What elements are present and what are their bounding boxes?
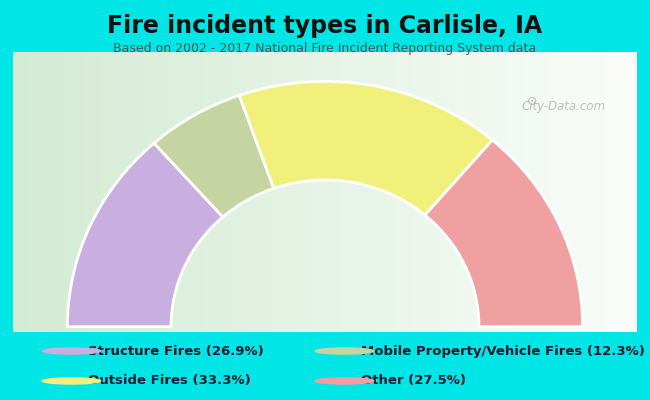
Text: ⊙: ⊙ bbox=[526, 95, 537, 108]
Wedge shape bbox=[425, 140, 582, 327]
Text: Structure Fires (26.9%): Structure Fires (26.9%) bbox=[88, 344, 263, 358]
Text: Outside Fires (33.3%): Outside Fires (33.3%) bbox=[88, 374, 250, 388]
Text: City-Data.com: City-Data.com bbox=[522, 100, 606, 113]
Circle shape bbox=[42, 348, 101, 354]
Text: Other (27.5%): Other (27.5%) bbox=[361, 374, 466, 388]
Text: Mobile Property/Vehicle Fires (12.3%): Mobile Property/Vehicle Fires (12.3%) bbox=[361, 344, 645, 358]
Circle shape bbox=[315, 348, 374, 354]
Text: Fire incident types in Carlisle, IA: Fire incident types in Carlisle, IA bbox=[107, 14, 543, 38]
Text: Based on 2002 - 2017 National Fire Incident Reporting System data: Based on 2002 - 2017 National Fire Incid… bbox=[114, 42, 536, 55]
Wedge shape bbox=[239, 81, 492, 215]
Circle shape bbox=[42, 378, 101, 384]
Circle shape bbox=[315, 378, 374, 384]
Wedge shape bbox=[68, 143, 223, 327]
Wedge shape bbox=[154, 95, 274, 217]
